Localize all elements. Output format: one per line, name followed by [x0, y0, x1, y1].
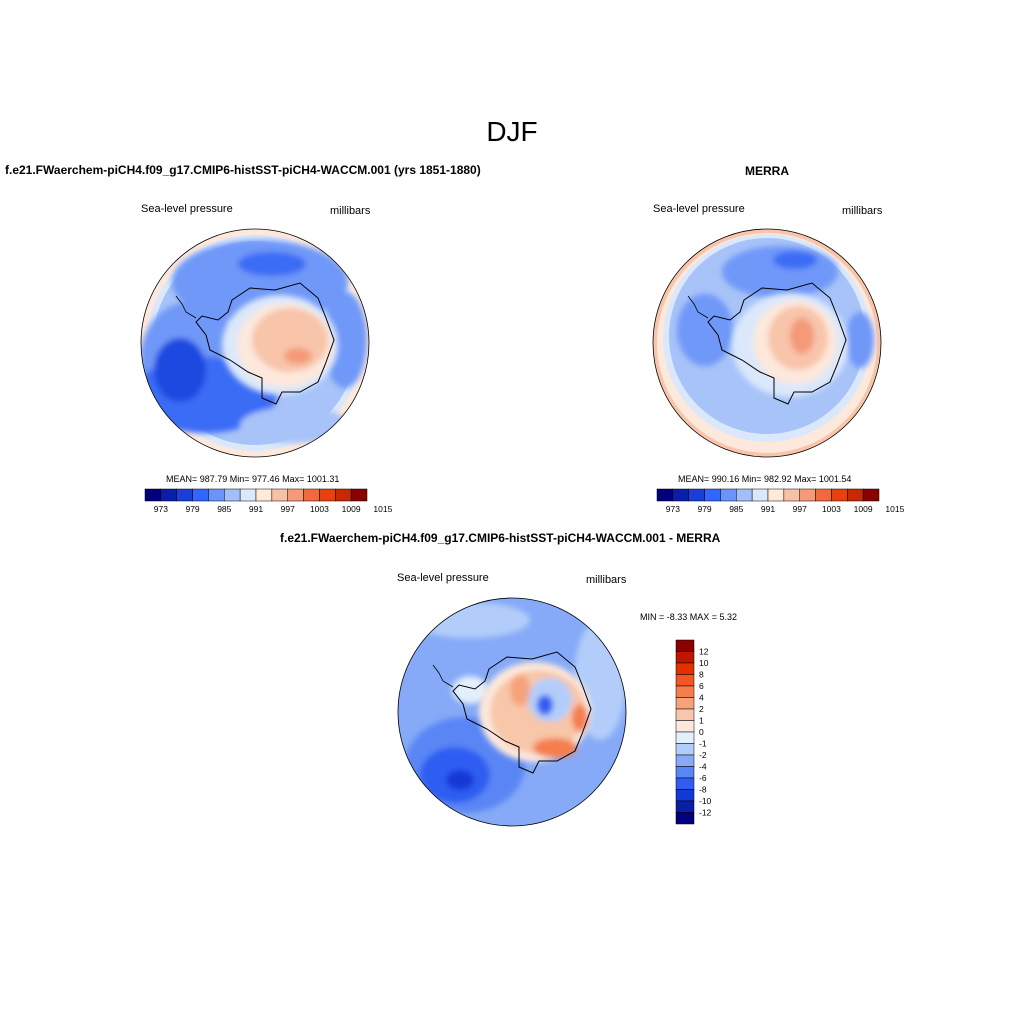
- model-colorbar: 973 979 985 991 997 1003 1009 1015: [144, 488, 393, 514]
- diff-colorbar-tick-label: -2: [699, 750, 707, 760]
- model-colorbar-swatch: [319, 488, 336, 502]
- obs-colorbar-tick-label: 997: [793, 504, 807, 514]
- diff-stats: MIN = -8.33 MAX = 5.32: [640, 612, 738, 622]
- model-colorbar-tick-label: 997: [281, 504, 295, 514]
- diff-colorbar-tick-label: -1: [699, 739, 707, 749]
- obs-colorbar-swatch: [815, 488, 832, 502]
- model-stats: MEAN= 987.79 Min= 977.46 Max= 1001.31: [166, 474, 340, 484]
- model-panel-title: f.e21.FWaerchem-piCH4.f09_g17.CMIP6-hist…: [5, 163, 481, 177]
- diff-colorbar-tick-label: 0: [699, 727, 704, 737]
- model-colorbar-swatch: [271, 488, 288, 502]
- obs-colorbar-swatch: [767, 488, 785, 502]
- diff-colorbar-tick-label: 1: [699, 716, 704, 726]
- diff-colorbar-swatch: [675, 697, 695, 710]
- diff-colorbar-tick-label: 10: [699, 658, 709, 668]
- diff-colorbar-swatch: [675, 812, 695, 825]
- diff-colorbar-swatch: [675, 766, 695, 779]
- model-colorbar-tick-label: 1003: [310, 504, 329, 514]
- diff-colorbar-tick-label: 4: [699, 693, 704, 703]
- model-colorbar-swatch: [239, 488, 257, 502]
- obs-colorbar-swatch: [847, 488, 864, 502]
- obs-units-label: millibars: [842, 205, 883, 217]
- diff-panel-title: f.e21.FWaerchem-piCH4.f09_g17.CMIP6-hist…: [280, 531, 721, 545]
- obs-colorbar-swatch: [720, 488, 737, 502]
- diff-colorbar-tick-label: 2: [699, 704, 704, 714]
- diff-colorbar-swatch: [675, 743, 695, 756]
- model-colorbar-swatch: [160, 488, 177, 502]
- obs-colorbar-swatch: [672, 488, 689, 502]
- model-colorbar-swatch: [255, 488, 273, 502]
- model-colorbar-tick-label: 985: [217, 504, 231, 514]
- diff-colorbar-tick-label: 8: [699, 670, 704, 680]
- model-colorbar-tick-label: 1015: [373, 504, 392, 514]
- obs-colorbar-tick-label: 973: [666, 504, 680, 514]
- obs-colorbar-tick-label: 979: [697, 504, 711, 514]
- diff-colorbar-tick-label: -6: [699, 773, 707, 783]
- model-polar-map: [141, 229, 369, 457]
- obs-colorbar-tick-label: 991: [761, 504, 775, 514]
- diff-colorbar-tick-label: -10: [699, 796, 712, 806]
- obs-colorbar-swatch: [704, 488, 721, 502]
- diff-polar-map: [398, 598, 626, 826]
- diff-colorbar-swatch: [675, 789, 695, 802]
- obs-variable-label: Sea-level pressure: [653, 203, 745, 215]
- model-colorbar-swatch: [192, 488, 209, 502]
- diff-colorbar-tick-label: -8: [699, 785, 707, 795]
- model-colorbar-swatch: [303, 488, 320, 502]
- obs-colorbar-swatch: [688, 488, 705, 502]
- diff-colorbar-tick-label: 6: [699, 681, 704, 691]
- model-colorbar-swatch: [208, 488, 225, 502]
- diff-colorbar-swatch: [675, 639, 695, 652]
- diff-colorbar-swatch: [675, 651, 695, 664]
- obs-colorbar-tick-label: 1003: [822, 504, 841, 514]
- diff-colorbar-swatch: [675, 731, 695, 744]
- obs-colorbar-tick-label: 985: [729, 504, 743, 514]
- model-colorbar-swatch: [350, 488, 368, 502]
- diff-colorbar-swatch: [675, 662, 695, 675]
- model-units-label: millibars: [330, 205, 371, 217]
- diff-units-label: millibars: [586, 574, 627, 586]
- model-colorbar-swatch: [176, 488, 193, 502]
- diff-colorbar-tick-label: -12: [699, 808, 712, 818]
- diff-colorbar-tick-label: -4: [699, 762, 707, 772]
- model-colorbar-swatch: [287, 488, 304, 502]
- obs-colorbar-swatch: [656, 488, 674, 502]
- model-colorbar-swatch: [335, 488, 352, 502]
- model-variable-label: Sea-level pressure: [141, 203, 233, 215]
- obs-colorbar-swatch: [751, 488, 769, 502]
- obs-colorbar-swatch: [831, 488, 848, 502]
- diff-colorbar-swatch: [675, 754, 695, 767]
- model-colorbar-tick-label: 991: [249, 504, 263, 514]
- diff-colorbar-swatch: [675, 708, 695, 721]
- model-colorbar-tick-label: 1009: [342, 504, 361, 514]
- obs-colorbar-swatch: [736, 488, 753, 502]
- diff-variable-label: Sea-level pressure: [397, 572, 489, 584]
- model-colorbar-tick-label: 973: [154, 504, 168, 514]
- model-colorbar-swatch: [224, 488, 241, 502]
- diff-colorbar-tick-label: 12: [699, 647, 709, 657]
- figure-title: DJF: [486, 116, 538, 147]
- obs-colorbar-tick-label: 1009: [854, 504, 873, 514]
- obs-colorbar-tick-label: 1015: [885, 504, 904, 514]
- obs-stats: MEAN= 990.16 Min= 982.92 Max= 1001.54: [678, 474, 852, 484]
- obs-colorbar: 973 979 985 991 997 1003 1009 1015: [656, 488, 905, 514]
- obs-colorbar-swatch: [783, 488, 800, 502]
- obs-polar-map: [653, 229, 881, 457]
- diff-colorbar-swatch: [675, 674, 695, 687]
- diff-colorbar-swatch: [675, 720, 695, 733]
- model-colorbar-tick-label: 979: [185, 504, 199, 514]
- obs-colorbar-swatch: [799, 488, 816, 502]
- model-colorbar-swatch: [144, 488, 162, 502]
- diff-colorbar-swatch: [675, 685, 695, 698]
- obs-panel-title: MERRA: [745, 164, 789, 178]
- diff-colorbar-swatch: [675, 800, 695, 813]
- diff-colorbar-swatch: [675, 777, 695, 790]
- obs-colorbar-swatch: [862, 488, 880, 502]
